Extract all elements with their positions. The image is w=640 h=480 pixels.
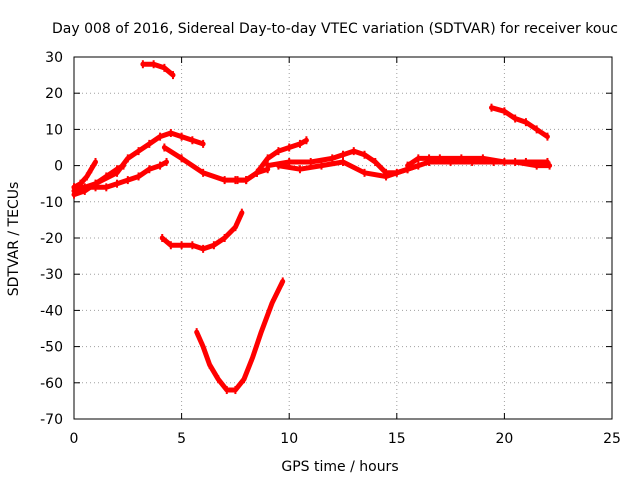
x-tick-label: 25 [603,431,621,447]
chart-title: Day 008 of 2016, Sidereal Day-to-day VTE… [52,21,618,37]
x-tick-label: 15 [388,431,406,447]
x-tick-label: 10 [280,431,298,447]
axis-ticks: 0 5 10 15 20 25 30 20 10 0 -10 -20 -30 -40 -50 -60 -70 [40,50,621,447]
series-line [235,137,309,183]
series-arc-13 [489,103,550,141]
y-tick-label: -30 [40,267,63,283]
plot-frame [73,56,613,420]
y-tick-label: -40 [40,303,63,319]
series-arc-4 [71,129,206,195]
x-tick-label: 0 [70,431,79,447]
series-arc-8 [194,277,286,395]
series-arc-6 [159,208,245,253]
x-tick-label: 20 [495,431,513,447]
y-tick-label: -10 [40,195,63,211]
y-tick-label: 10 [45,122,63,138]
y-axis-label: SDTVAR / TECUs [6,182,22,297]
series-line [140,61,176,78]
series-line [194,278,286,393]
y-tick-label: -20 [40,231,63,247]
series-line [159,210,245,252]
grid-lines [74,57,612,419]
series-line [489,105,550,140]
series-arc-12 [405,154,550,170]
y-tick-label: 30 [45,50,63,66]
series-arc-9 [235,136,309,185]
x-tick-label: 5 [177,431,186,447]
y-tick-label: -60 [40,376,63,392]
data-series [71,60,553,395]
y-tick-label: -50 [40,340,63,356]
y-tick-label: 0 [54,159,63,175]
y-tick-label: -70 [40,412,63,428]
series-arc-7 [140,60,176,80]
x-axis-label: GPS time / hours [281,459,398,475]
y-tick-label: 20 [45,86,63,102]
